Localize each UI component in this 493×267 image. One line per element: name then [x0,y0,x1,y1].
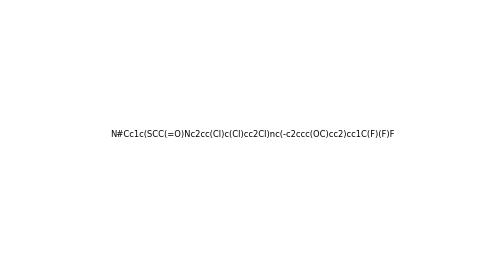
Text: N#Cc1c(SCC(=O)Nc2cc(Cl)c(Cl)cc2Cl)nc(-c2ccc(OC)cc2)cc1C(F)(F)F: N#Cc1c(SCC(=O)Nc2cc(Cl)c(Cl)cc2Cl)nc(-c2… [110,130,395,139]
